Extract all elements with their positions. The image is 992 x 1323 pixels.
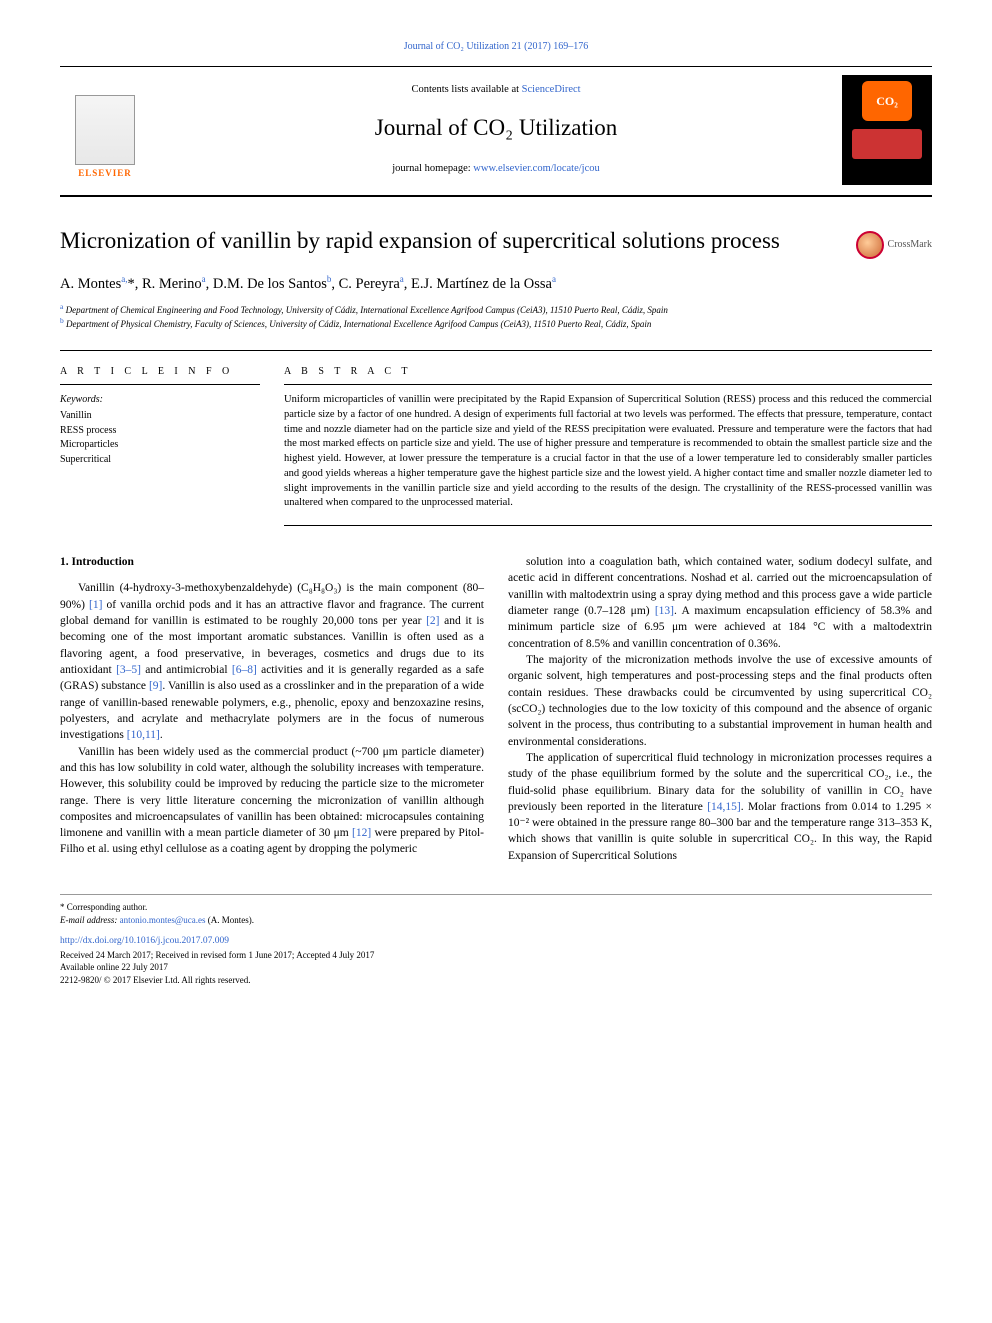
co2-badge-icon: CO₂ [862,81,912,121]
journal-title: Journal of CO₂ Utilization [150,112,842,144]
citation-link[interactable]: [12] [352,827,371,839]
crossmark-badge[interactable]: CrossMark [856,231,932,259]
homepage-line: journal homepage: www.elsevier.com/locat… [150,162,842,177]
body-paragraph: The application of supercritical fluid t… [508,750,932,864]
email-link[interactable]: antonio.montes@uca.es [120,915,206,925]
article-header: Micronization of vanillin by rapid expan… [60,227,932,259]
received-line: Received 24 March 2017; Received in revi… [60,949,932,962]
keywords-list: VanillinRESS processMicroparticlesSuperc… [60,409,260,467]
footer: * Corresponding author. E-mail address: … [60,894,932,986]
citation-link[interactable]: [9] [149,680,162,692]
info-abstract-row: A R T I C L E I N F O Keywords: Vanillin… [60,350,932,526]
email-line: E-mail address: antonio.montes@uca.es (A… [60,914,932,927]
abstract-text: Uniform microparticles of vanillin were … [284,393,932,526]
intro-heading: 1. Introduction [60,554,484,570]
page-root: Journal of CO₂ Utilization 21 (2017) 169… [0,0,992,1016]
available-line: Available online 22 July 2017 [60,961,932,974]
email-label: E-mail address: [60,915,120,925]
body-paragraph: The majority of the micronization method… [508,652,932,750]
citation-link[interactable]: [13] [655,605,674,617]
crossmark-icon [856,231,884,259]
citation-link[interactable]: [1] [89,599,102,611]
citation-link[interactable]: [3–5] [116,664,141,676]
sciencedirect-link[interactable]: ScienceDirect [522,84,581,95]
homepage-link[interactable]: www.elsevier.com/locate/jcou [473,163,599,174]
homepage-prefix: journal homepage: [392,163,473,174]
top-citation: Journal of CO₂ Utilization 21 (2017) 169… [60,40,932,54]
article-info-heading: A R T I C L E I N F O [60,365,260,385]
publisher-logo: ELSEVIER [60,80,150,180]
affiliations: a Department of Chemical Engineering and… [60,302,932,330]
journal-header: ELSEVIER Contents lists available at Sci… [60,66,932,197]
body-paragraph: solution into a coagulation bath, which … [508,554,932,652]
contents-prefix: Contents lists available at [411,84,521,95]
article-info-column: A R T I C L E I N F O Keywords: Vanillin… [60,365,260,526]
citation-link[interactable]: [14,15] [707,801,741,813]
journal-cover-thumbnail: CO₂ [842,75,932,185]
abstract-heading: A B S T R A C T [284,365,932,385]
body-paragraph: Vanillin has been widely used as the com… [60,744,484,858]
citation-link[interactable]: [6–8] [232,664,257,676]
crossmark-label: CrossMark [888,238,932,252]
header-center: Contents lists available at ScienceDirec… [150,83,842,177]
citation-link[interactable]: [2] [426,615,439,627]
authors-line: A. Montesa,*, R. Merinoa, D.M. De los Sa… [60,273,932,294]
publisher-name: ELSEVIER [78,167,132,180]
email-suffix: (A. Montes). [205,915,254,925]
corresponding-author: * Corresponding author. [60,901,932,914]
elsevier-tree-icon [75,95,135,165]
citation-link[interactable]: [10,11] [127,729,160,741]
article-title: Micronization of vanillin by rapid expan… [60,227,856,256]
contents-line: Contents lists available at ScienceDirec… [150,83,842,98]
body-columns: 1. Introduction Vanillin (4-hydroxy-3-me… [60,554,932,864]
doi-link[interactable]: http://dx.doi.org/10.1016/j.jcou.2017.07… [60,936,229,946]
cover-art-icon [852,129,922,159]
keywords-label: Keywords: [60,393,260,407]
copyright-line: 2212-9820/ © 2017 Elsevier Ltd. All righ… [60,974,932,987]
body-paragraph: Vanillin (4-hydroxy-3-methoxybenzaldehyd… [60,580,484,743]
abstract-column: A B S T R A C T Uniform microparticles o… [284,365,932,526]
